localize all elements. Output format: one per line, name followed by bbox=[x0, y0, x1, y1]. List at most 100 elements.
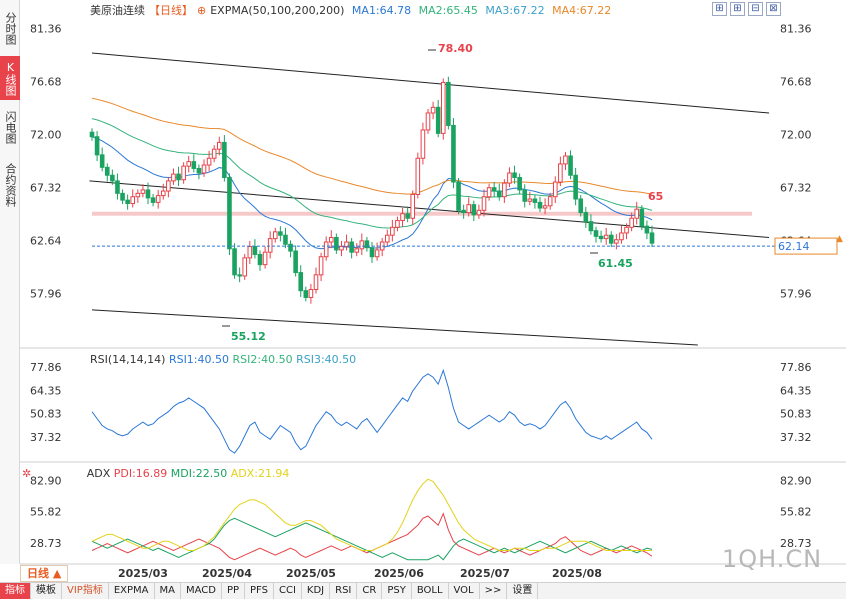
candle-body bbox=[644, 225, 650, 234]
x-tick-label: 2025/04 bbox=[202, 567, 252, 580]
grid-icon[interactable]: ⊞ bbox=[712, 2, 727, 16]
period-select-button[interactable]: 日线 ▲ bbox=[20, 565, 69, 582]
candlestick bbox=[390, 219, 395, 242]
ma4-label: MA4:67.22 bbox=[552, 4, 612, 17]
candlestick bbox=[440, 78, 446, 140]
candlestick bbox=[206, 150, 212, 172]
candle-body bbox=[634, 208, 640, 219]
toolbar-item[interactable]: 设置 bbox=[507, 583, 539, 599]
candle-body bbox=[440, 81, 446, 134]
candlestick bbox=[639, 205, 645, 231]
tab-timeshare[interactable]: 分时图 bbox=[4, 11, 17, 45]
candlestick bbox=[242, 253, 248, 280]
toolbar-item[interactable]: CCI bbox=[274, 583, 302, 599]
candlestick bbox=[558, 156, 563, 186]
candlestick bbox=[99, 147, 105, 172]
candle-body bbox=[568, 155, 573, 176]
candle-body bbox=[491, 187, 497, 192]
rsi3-label: RSI3:40.50 bbox=[296, 353, 357, 366]
toolbar-item[interactable]: CR bbox=[357, 583, 383, 599]
gear-icon[interactable]: ✲ bbox=[22, 467, 32, 480]
candlestick bbox=[349, 238, 354, 259]
candle-body bbox=[115, 180, 120, 194]
candlestick bbox=[171, 168, 176, 185]
indicator-toolbar: 指标 模板 VIP指标 EXPMA MA MACD PP PFS CCI KDJ RSI CR PSY B… bbox=[0, 582, 846, 599]
toolbar-item[interactable]: VOL bbox=[449, 583, 480, 599]
candlestick bbox=[491, 182, 497, 198]
candlestick bbox=[527, 191, 533, 206]
add-icon[interactable]: ⊕ bbox=[197, 4, 207, 17]
rsi-y-tick-right: 50.83 bbox=[780, 408, 812, 421]
ma1-line bbox=[91, 136, 653, 250]
channel-middle-line bbox=[89, 180, 770, 238]
candle-body bbox=[629, 217, 634, 228]
candle-body bbox=[89, 131, 95, 138]
candlestick bbox=[451, 118, 456, 189]
candlestick bbox=[481, 189, 487, 217]
candle-body bbox=[563, 155, 568, 165]
candle-body bbox=[608, 234, 614, 244]
tab-kline[interactable]: K线图 bbox=[0, 56, 20, 100]
candle-body bbox=[583, 212, 589, 223]
candle-body bbox=[374, 249, 380, 258]
candle-body bbox=[349, 241, 354, 253]
candle-body bbox=[639, 208, 645, 227]
adx-y-tick: 82.90 bbox=[30, 474, 62, 487]
toolbar-item[interactable]: PP bbox=[222, 583, 246, 599]
candle-body bbox=[186, 161, 192, 167]
toolbar-item[interactable]: BOLL bbox=[412, 583, 449, 599]
candlestick bbox=[283, 227, 288, 249]
candlestick bbox=[359, 233, 365, 256]
candle-body bbox=[507, 172, 512, 184]
candle-body bbox=[512, 172, 517, 179]
period-bar: 日线 ▲ bbox=[20, 565, 69, 582]
candle-body bbox=[415, 157, 421, 195]
candlestick bbox=[644, 220, 650, 240]
candlestick bbox=[252, 239, 258, 259]
minimize-icon[interactable]: ⊟ bbox=[748, 2, 763, 16]
tab-contract-info[interactable]: 合约资料 bbox=[4, 163, 17, 207]
candle-body bbox=[272, 231, 278, 240]
candlestick bbox=[130, 189, 136, 208]
rsi-name: RSI(14,14,14) bbox=[90, 353, 166, 366]
candlestick bbox=[303, 286, 309, 302]
close-icon[interactable]: ⊠ bbox=[766, 2, 781, 16]
candle-body bbox=[466, 204, 472, 214]
candle-body bbox=[232, 248, 237, 276]
layout-icon[interactable]: ⊞ bbox=[730, 2, 745, 16]
toolbar-item[interactable]: 模板 bbox=[31, 583, 62, 599]
candle-body bbox=[318, 256, 324, 276]
candle-body bbox=[303, 290, 309, 298]
candlestick bbox=[578, 195, 584, 217]
toolbar-item[interactable]: MACD bbox=[181, 583, 222, 599]
toolbar-item[interactable]: EXPMA bbox=[109, 583, 155, 599]
candlestick bbox=[216, 136, 222, 156]
candle-body bbox=[140, 189, 146, 194]
toolbar-item[interactable]: KDJ bbox=[302, 583, 331, 599]
candlestick bbox=[94, 131, 100, 162]
candle-body bbox=[328, 236, 334, 243]
price-marker-arrow: ▲ bbox=[836, 234, 843, 244]
candle-body bbox=[206, 157, 212, 166]
candlestick bbox=[166, 176, 171, 198]
candlestick bbox=[288, 240, 293, 258]
candlestick bbox=[512, 165, 517, 184]
toolbar-item[interactable]: RSI bbox=[330, 583, 358, 599]
toolbar-item[interactable]: PFS bbox=[245, 583, 274, 599]
candlestick bbox=[145, 182, 151, 205]
toolbar-item[interactable]: 指标 bbox=[0, 583, 31, 599]
toolbar-item[interactable]: VIP指标 bbox=[62, 583, 109, 599]
toolbar-item[interactable]: PSY bbox=[382, 583, 412, 599]
candle-body bbox=[502, 182, 507, 198]
candle-body bbox=[216, 141, 222, 150]
candlestick bbox=[522, 184, 528, 208]
tab-flash[interactable]: 闪电图 bbox=[4, 110, 17, 144]
candlestick bbox=[364, 236, 370, 252]
candlestick bbox=[573, 167, 578, 206]
toolbar-item[interactable]: >> bbox=[480, 583, 508, 599]
toolbar-item[interactable]: MA bbox=[155, 583, 181, 599]
candlestick bbox=[120, 189, 125, 205]
candle-body bbox=[558, 163, 563, 183]
candle-body bbox=[435, 106, 441, 134]
